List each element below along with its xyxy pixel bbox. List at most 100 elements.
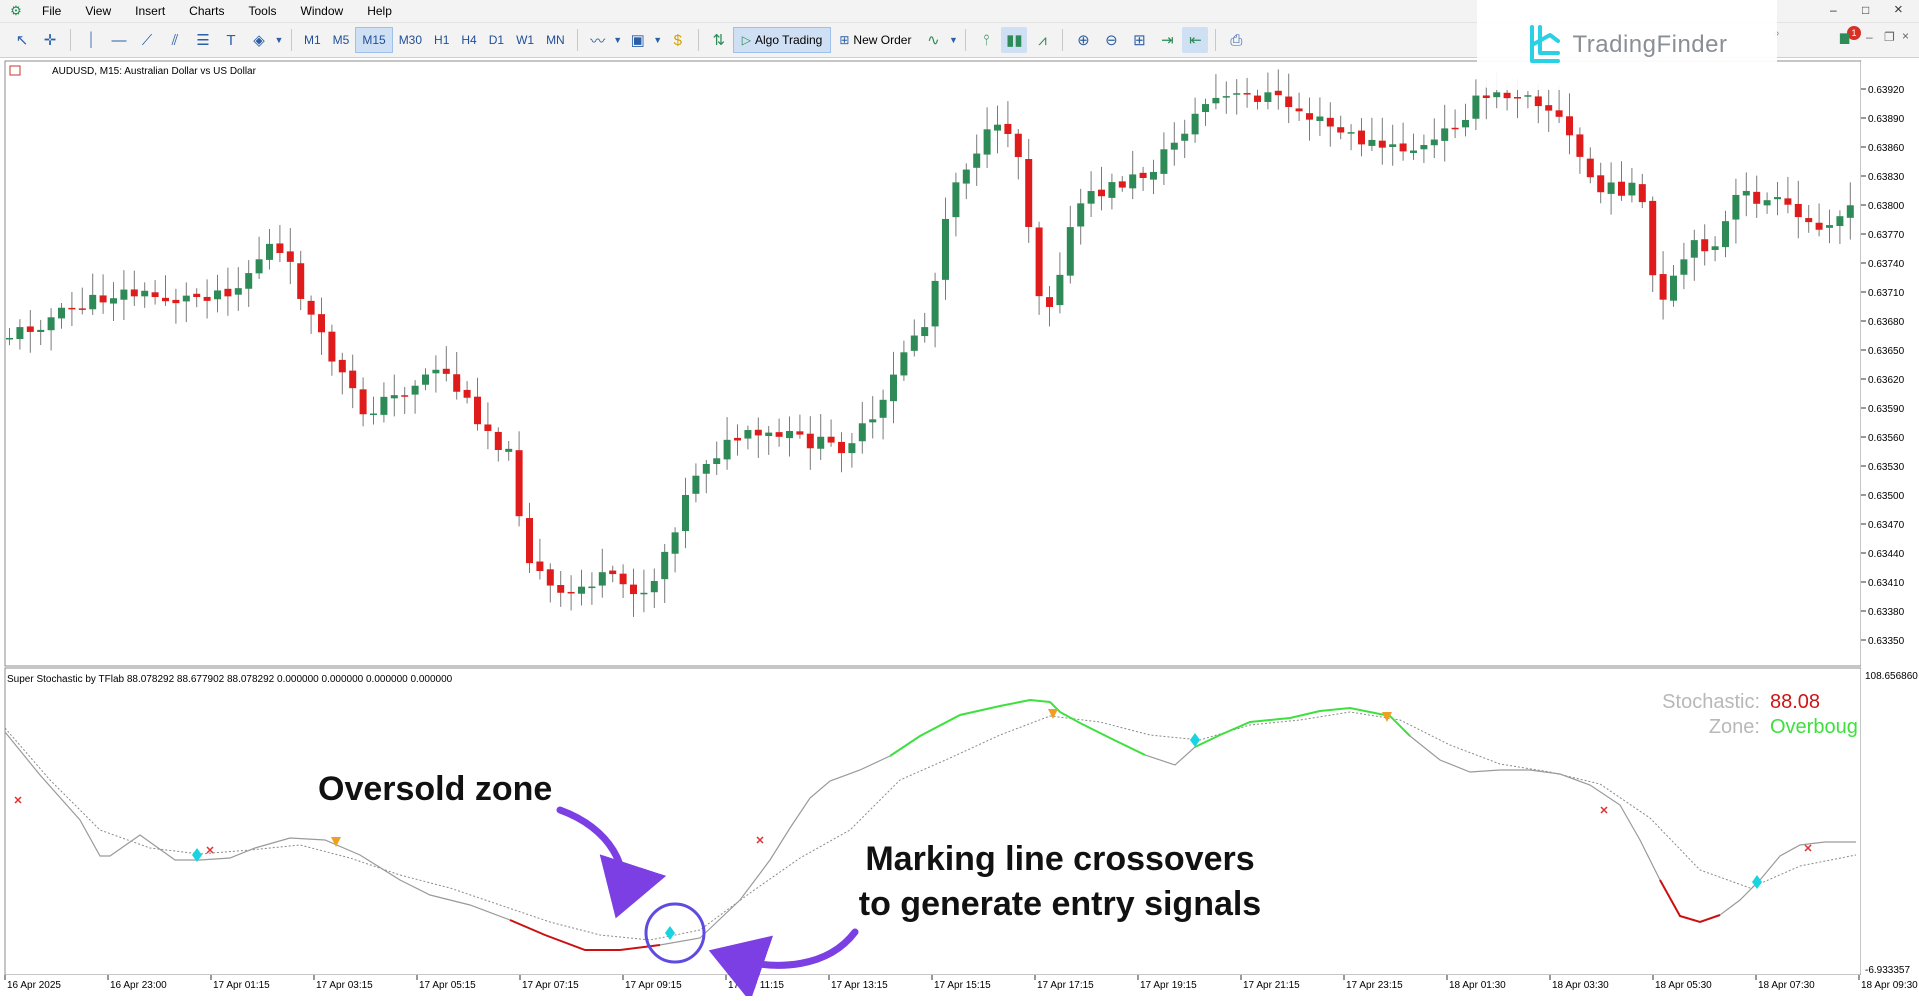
shapes-icon[interactable]: ◈	[253, 32, 265, 49]
stochastic-label: Stochastic:	[1662, 691, 1760, 713]
time-label: 17 Apr 05:15	[419, 980, 476, 991]
menu-bar: ⚙ File View Insert Charts Tools Window H…	[0, 0, 1919, 23]
grid-icon[interactable]: ⊞	[1133, 32, 1146, 49]
depth-icon[interactable]: ∿	[927, 32, 940, 49]
menu-insert[interactable]: Insert	[135, 4, 166, 18]
trendline-icon[interactable]: ⟋	[141, 31, 153, 49]
close-button[interactable]: ×	[1894, 1, 1903, 18]
timeframe-m15[interactable]: M15	[355, 27, 393, 53]
candle-body	[141, 290, 149, 297]
crosshair-icon[interactable]: ✛	[43, 32, 57, 49]
price-label: 0.63530	[1868, 462, 1905, 473]
indicators-icon[interactable]: ▣	[630, 32, 645, 49]
candle-body	[307, 300, 315, 315]
sub-close-button[interactable]: ×	[1902, 29, 1910, 43]
crossover-annotation-line2: to generate entry signals	[859, 885, 1261, 923]
timeframe-h1[interactable]: H1	[434, 33, 450, 47]
candle-body	[442, 368, 450, 374]
signals-icon[interactable]: ⇅	[712, 32, 726, 49]
dropdown-icon[interactable]: ▼	[653, 35, 663, 45]
minimize-button[interactable]: –	[1830, 3, 1837, 17]
candle-body	[162, 297, 169, 302]
time-label: 17 Apr 11:15	[728, 980, 784, 991]
chart-shift-icon[interactable]: ⇤	[1182, 27, 1209, 53]
candlestick-icon[interactable]: ▮▮	[1001, 27, 1028, 53]
dropdown-icon[interactable]: ▼	[948, 35, 958, 45]
chart-title: AUDUSD, M15: Australian Dollar vs US Dol…	[52, 66, 257, 77]
overbought-segment	[889, 698, 1051, 757]
candle-body	[515, 450, 523, 517]
cursor-icon[interactable]: ↖	[15, 32, 29, 49]
algo-trading-button[interactable]: ▷ Algo Trading	[732, 27, 832, 53]
candle-body	[1202, 104, 1209, 112]
candle-body	[858, 423, 866, 442]
candle-body	[1233, 93, 1241, 95]
fibonacci-icon[interactable]: ☰	[196, 32, 210, 49]
separator	[70, 29, 71, 51]
crossover-highlight-circle	[644, 902, 706, 964]
candle-body	[1378, 140, 1386, 148]
sub-minimize-button[interactable]: –	[1866, 30, 1873, 44]
notification-badge[interactable]: 1	[1847, 26, 1861, 40]
timeframe-mn[interactable]: MN	[546, 33, 565, 47]
market-icon[interactable]: $	[673, 31, 682, 49]
candle-body	[1732, 194, 1740, 220]
chart-canvas[interactable]: 0.63920 0.63890 0.63860 0.63830 0.63800 0.637…	[0, 60, 1919, 1001]
candle-body	[338, 359, 346, 373]
time-axis	[0, 975, 1919, 996]
candle-body	[255, 259, 263, 274]
dropdown-icon[interactable]: ▼	[613, 35, 623, 45]
candle-body	[1347, 132, 1355, 134]
screenshot-icon[interactable]: ⎙	[1230, 31, 1243, 49]
bar-chart-icon[interactable]: ⫯	[983, 31, 990, 49]
price-label: 0.63500	[1868, 491, 1905, 502]
timeframe-d1[interactable]: D1	[488, 33, 505, 47]
timeframe-m30[interactable]: M30	[398, 33, 423, 47]
candle-body	[682, 494, 689, 532]
zoom-out-icon[interactable]: ⊖	[1105, 32, 1118, 49]
horizontal-line-icon[interactable]: —	[111, 31, 127, 49]
timeframe-m1[interactable]: M1	[304, 33, 321, 47]
separator	[291, 29, 292, 51]
candle-body	[838, 441, 845, 454]
timeframe-m5[interactable]: M5	[332, 33, 350, 47]
chart-window[interactable]: 0.63920 0.63890 0.63860 0.63830 0.63800 0.637…	[0, 60, 1919, 1001]
menu-tools[interactable]: Tools	[248, 4, 277, 18]
menu-help[interactable]: Help	[367, 4, 392, 18]
menu-view[interactable]: View	[85, 4, 112, 18]
candle-body	[817, 436, 825, 449]
channel-icon[interactable]: ⫽	[171, 31, 179, 49]
candle-body	[266, 243, 273, 260]
new-order-button[interactable]: ⊞ New Order	[831, 28, 919, 52]
candle-body	[1014, 133, 1022, 158]
text-tool-icon[interactable]: T	[226, 31, 236, 49]
indicator-scale-min: -6.933357	[1865, 965, 1910, 976]
sub-restore-button[interactable]: ❐	[1884, 30, 1895, 44]
menu-window[interactable]: Window	[300, 4, 344, 18]
timeframe-h4[interactable]: H4	[461, 33, 477, 47]
price-panel[interactable]	[4, 60, 1862, 667]
vertical-line-icon[interactable]: ⏐	[86, 31, 96, 49]
cross-marker	[206, 846, 214, 854]
time-label: 17 Apr 15:15	[934, 980, 991, 991]
price-label: 0.63920	[1868, 85, 1905, 96]
indicator-panel[interactable]	[4, 667, 1862, 976]
candle-body	[1035, 227, 1043, 297]
price-label: 0.63620	[1868, 375, 1905, 386]
candle-body	[484, 424, 492, 431]
signal-icon[interactable]: ▆	[1840, 30, 1850, 44]
time-label: 17 Apr 09:15	[625, 980, 682, 991]
candle-body	[1690, 240, 1698, 258]
candle-body	[1482, 95, 1490, 99]
menu-charts[interactable]: Charts	[189, 4, 225, 18]
candle-body	[1191, 113, 1199, 135]
timeframe-w1[interactable]: W1	[516, 33, 535, 47]
maximize-button[interactable]: □	[1862, 3, 1870, 17]
dropdown-icon[interactable]: ▼	[274, 35, 284, 45]
candle-body	[1004, 123, 1012, 134]
chart-type-icon[interactable]: 〰	[590, 32, 606, 50]
line-chart-icon[interactable]: ⩘	[1038, 31, 1047, 49]
menu-file[interactable]: File	[42, 4, 62, 18]
autoscroll-icon[interactable]: ⇥	[1161, 32, 1174, 49]
zoom-in-icon[interactable]: ⊕	[1077, 32, 1090, 49]
